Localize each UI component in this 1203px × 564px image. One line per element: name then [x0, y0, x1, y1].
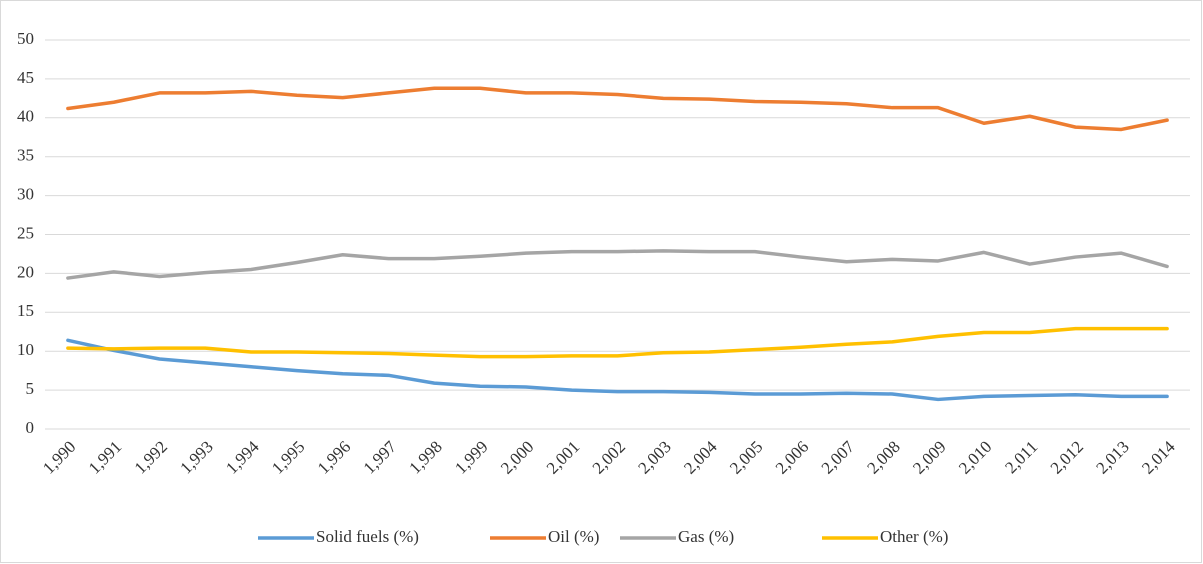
data-line [66, 338, 1169, 402]
y-tick-label: 35 [17, 146, 34, 165]
data-line [66, 326, 1169, 359]
data-line [66, 86, 1169, 132]
legend-label: Other (%) [880, 527, 948, 546]
legend-label: Gas (%) [678, 527, 734, 546]
y-tick-label: 25 [17, 223, 34, 242]
legend-label: Solid fuels (%) [316, 527, 419, 546]
y-tick-label: 45 [17, 68, 34, 87]
y-tick-label: 30 [17, 185, 34, 204]
y-tick-label: 5 [26, 379, 35, 398]
y-tick-label: 50 [17, 29, 34, 48]
y-tick-label: 15 [17, 301, 34, 320]
legend-label: Oil (%) [548, 527, 599, 546]
y-tick-label: 40 [17, 107, 34, 126]
y-tick-label: 10 [17, 340, 34, 359]
data-line [66, 249, 1169, 280]
y-tick-label: 20 [17, 262, 34, 281]
y-tick-label: 0 [26, 418, 35, 437]
